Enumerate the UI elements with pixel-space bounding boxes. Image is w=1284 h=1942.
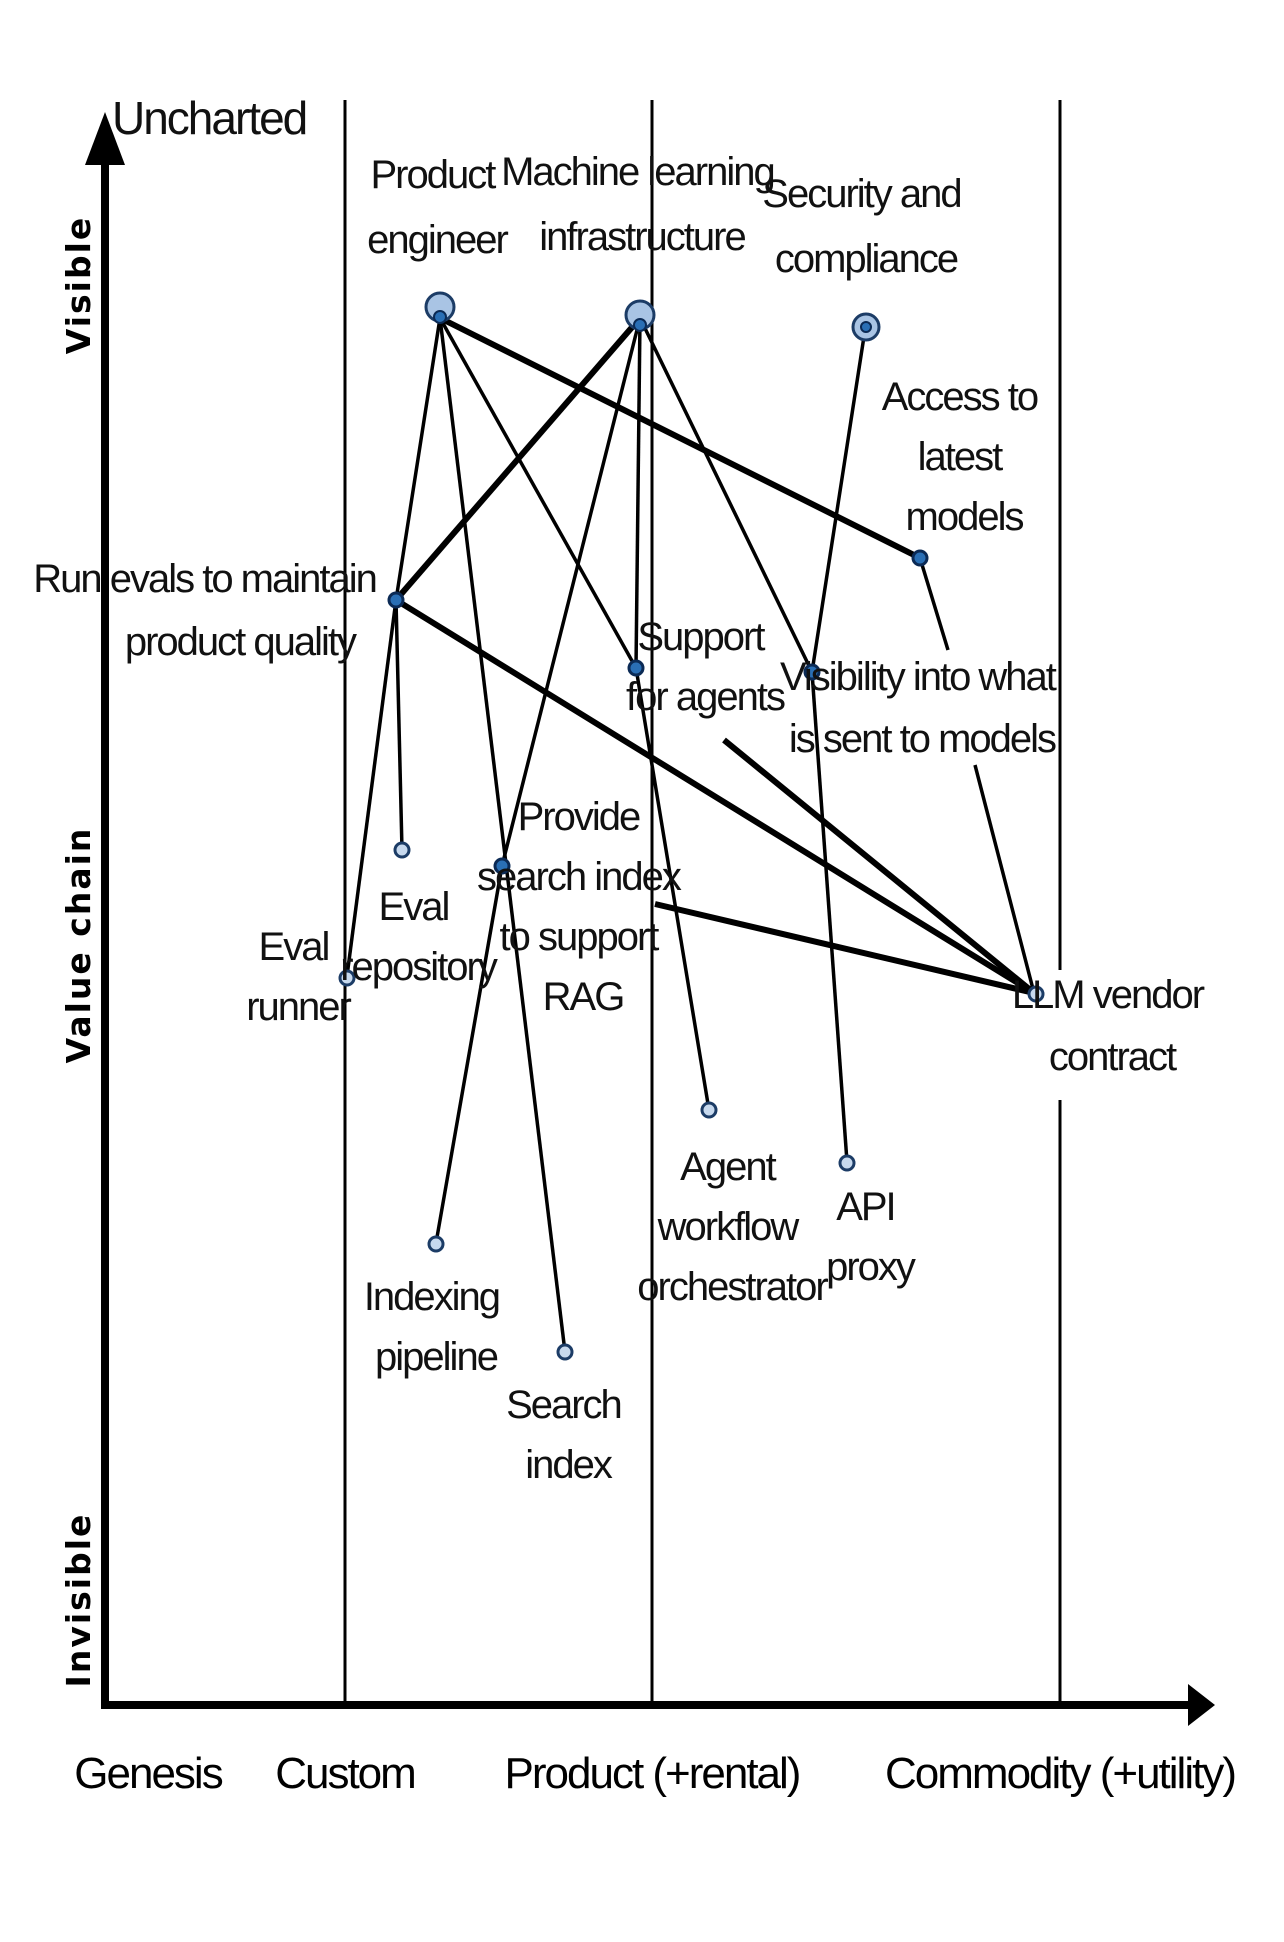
node-visibility-models [803,663,821,681]
link [973,764,1036,994]
label-support-agents: Support for agents [626,615,785,719]
uncharted-label: Uncharted [112,92,306,144]
label-product-engineer: Product engineer [367,153,508,262]
label-llm-vendor-contract: LLM vendor contract [1012,973,1212,1079]
value-chain-label: Value chain [59,827,98,1064]
link [634,667,711,1111]
label-agent-workflow: Agent workflow orchestrator [637,1145,828,1309]
link [810,329,867,673]
node-search-index [556,1343,574,1361]
link [634,317,642,669]
node-llm-vendor-contract [1027,985,1045,1003]
component-links [345,315,1036,1353]
link [345,599,398,977]
stage-commodity: Commodity (+utility) [885,1749,1235,1798]
link [438,317,638,669]
label-visibility-models: Visibility into what is sent to models [780,655,1064,761]
stage-product: Product (+rental) [505,1749,800,1798]
y-axis-arrow-icon [85,112,125,165]
link [810,671,849,1163]
label-provide-search-index: Provide search index to support RAG [477,795,689,1019]
link [722,737,1036,996]
link [500,317,642,867]
label-eval-repository: Eval repository [340,885,498,989]
label-indexing-pipeline: Indexing pipeline [364,1275,508,1379]
invisible-label: Invisible [59,1513,98,1688]
link [918,557,950,651]
stage-genesis: Genesis [74,1749,222,1798]
link [394,317,442,601]
link [394,597,1036,996]
link [394,599,404,851]
node-indexing-pipeline [427,1235,445,1253]
node-support-agents [627,659,645,677]
label-security-compliance: Security and compliance [762,172,969,281]
link [434,865,504,1244]
link [438,317,567,1353]
node-api-proxy [838,1154,856,1172]
visible-label: Visible [59,216,98,355]
x-axis-arrow-icon [1188,1684,1215,1726]
label-eval-runner: Eval runner [246,925,351,1029]
node-provide-search-index [493,857,511,875]
link [654,901,1035,996]
label-api-proxy: API proxy [826,1185,916,1289]
user-ml-infrastructure [624,299,656,332]
link [638,317,814,673]
link [438,315,922,561]
node-access-latest-models [911,549,929,567]
node-eval-runner [338,969,356,987]
label-ml-infrastructure: Machine learning infrastructure [501,150,783,259]
stage-custom: Custom [275,1749,415,1798]
user-product-engineer [424,291,456,324]
node-agent-workflow [700,1101,718,1119]
link [393,316,643,602]
node-eval-repository [393,841,411,859]
user-security-compliance [851,312,881,342]
label-run-evals: Run evals to maintain product quality [33,557,385,664]
node-run-evals [387,591,405,609]
label-search-index: Search index [506,1383,630,1487]
label-access-latest-models: Access to latest models [882,375,1047,539]
